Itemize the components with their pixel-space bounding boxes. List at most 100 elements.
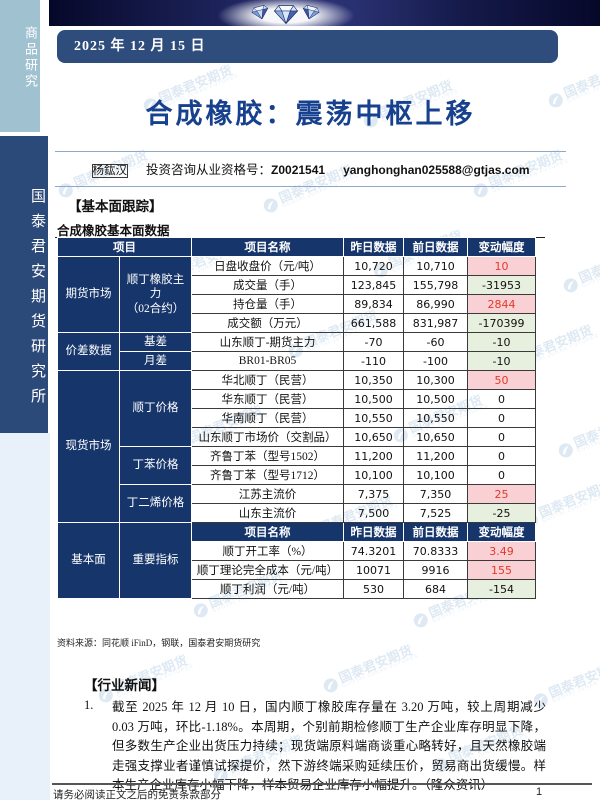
yesterday-value-cell: 123,845 — [343, 275, 404, 295]
report-date: 2025 年 12 月 15 日 — [74, 39, 206, 54]
watermark-text: 国泰君安期货 — [561, 57, 600, 101]
prev-value-cell: 10,300 — [403, 370, 468, 390]
prev-value-cell: 10,650 — [403, 427, 468, 447]
yesterday-value-cell: -70 — [343, 332, 404, 352]
sidebar-pale-strip — [0, 433, 50, 800]
watermark-logo-icon — [193, 602, 208, 617]
change-value-cell: 10 — [467, 256, 536, 276]
watermark-logo-icon — [558, 442, 573, 457]
yesterday-value-cell: 7,500 — [343, 503, 404, 523]
watermark-text: 国泰君安期货 — [546, 657, 600, 701]
watermark-logo-icon — [473, 182, 488, 197]
prev-value-cell: 10,710 — [403, 256, 468, 276]
prev-value-cell: 70.8333 — [403, 541, 468, 561]
sidebar-bottom-label: 国泰君安期货研究所 — [29, 188, 45, 413]
table-header-cell: 昨日数据 — [343, 522, 404, 542]
yesterday-value-cell: 10071 — [343, 560, 404, 580]
news-item-number: 1. — [84, 698, 94, 712]
item-name-cell: 华东顺丁（民营） — [191, 389, 344, 409]
yesterday-value-cell: 74.3201 — [343, 541, 404, 561]
change-value-cell: 50 — [467, 370, 536, 390]
author-email[interactable]: yanghonghan025588@gtjas.com — [343, 163, 530, 177]
fundamentals-table-wrap: 项目 项目名称 昨日数据 前日数据 变动幅度 期货市场 顺丁橡胶主力 （02合约） 日盘收盘价… — [57, 237, 536, 599]
prev-value-cell: 10,100 — [403, 465, 468, 485]
item-name-cell: 成交量（手） — [191, 275, 344, 295]
item-name-cell: 山东顺丁-期货主力 — [191, 332, 344, 352]
watermark-subtext: GUOTAI JUNAN FUTURES — [551, 668, 600, 705]
prev-value-cell: 7,350 — [403, 484, 468, 504]
yesterday-value-cell: 10,650 — [343, 427, 404, 447]
prev-value-cell: -60 — [403, 332, 468, 352]
table-group-cell: 期货市场 — [57, 256, 120, 333]
watermark-subtext: GUOTAI JUNAN FUTURES — [341, 653, 420, 690]
change-value-cell: -154 — [467, 579, 536, 599]
table-header-cell: 项目名称 — [191, 522, 344, 542]
yesterday-value-cell: 7,375 — [343, 484, 404, 504]
yesterday-value-cell: 10,550 — [343, 408, 404, 428]
item-name-cell: 日盘收盘价（元/吨） — [191, 256, 344, 276]
change-value-cell: -170399 — [467, 313, 536, 333]
item-name-cell: 齐鲁丁苯（型号1502） — [191, 446, 344, 466]
watermark-subtext: GUOTAI JUNAN FUTURES — [566, 68, 600, 105]
change-value-cell: 3.49 — [467, 541, 536, 561]
prev-value-cell: 684 — [403, 579, 468, 599]
source-note: 资料来源：同花顺 iFinD，钢联，国泰君安期货研究 — [57, 638, 261, 648]
yesterday-value-cell: 10,720 — [343, 256, 404, 276]
item-name-cell: 顺丁开工率（%） — [191, 541, 344, 561]
change-value-cell: -31953 — [467, 275, 536, 295]
item-name-cell: BR01-BR05 — [191, 351, 344, 371]
table-subgroup-cell: 顺丁橡胶主力 （02合约） — [119, 256, 192, 333]
table-subgroup-cell: 丁二烯价格 — [119, 484, 192, 523]
table-header-cell: 前日数据 — [403, 237, 468, 257]
item-name-cell: 齐鲁丁苯（型号1712） — [191, 465, 344, 485]
prev-value-cell: 7,525 — [403, 503, 468, 523]
prev-value-cell: 10,550 — [403, 408, 468, 428]
table-subgroup-cell: 月差 — [119, 351, 192, 371]
watermark-subtext: GUOTAI JUNAN FUTURES — [581, 253, 600, 290]
item-name-cell: 持仓量（手） — [191, 294, 344, 314]
table-header-cell: 变动幅度 — [467, 237, 536, 257]
cert-number: Z0021541 — [271, 163, 326, 177]
fundamentals-table-body: 项目 项目名称 昨日数据 前日数据 变动幅度 期货市场 顺丁橡胶主力 （02合约） 日盘收盘价… — [57, 237, 536, 599]
item-name-cell: 顺丁利润（元/吨） — [191, 579, 344, 599]
change-value-cell: 0 — [467, 446, 536, 466]
change-value-cell: -10 — [467, 332, 536, 352]
prev-value-cell: 831,987 — [403, 313, 468, 333]
change-value-cell: -10 — [467, 351, 536, 371]
table-group-cell: 基本面 — [57, 522, 120, 599]
diamond-logo-icon — [251, 5, 320, 25]
change-value-cell: 0 — [467, 427, 536, 447]
yesterday-value-cell: 89,834 — [343, 294, 404, 314]
watermark-logo-icon — [563, 277, 578, 292]
watermark-logo-icon — [413, 612, 428, 627]
watermark-text: 国泰君安期货 — [571, 407, 600, 451]
prev-value-cell: 10,500 — [403, 389, 468, 409]
cert-label: 投资咨询从业资格号： — [146, 163, 272, 177]
sidebar-institute: 国泰君安期货研究所 — [0, 136, 48, 433]
change-value-cell: -25 — [467, 503, 536, 523]
yesterday-value-cell: 11,200 — [343, 446, 404, 466]
watermark-text: 国泰君安期货 — [576, 242, 600, 286]
prev-value-cell: 9916 — [403, 560, 468, 580]
footer-disclaimer: 请务必阅读正文之后的免责条款部分 — [53, 790, 221, 801]
item-name-cell: 成交额（万元） — [191, 313, 344, 333]
item-name-cell: 江苏主流价 — [191, 484, 344, 504]
table-title: 合成橡胶基本面数据 — [57, 224, 170, 238]
author-name: 杨鈜汉 — [91, 164, 128, 178]
table-header-cell: 项目名称 — [191, 237, 344, 257]
item-name-cell: 华南顺丁（民营） — [191, 408, 344, 428]
sidebar-commodity-research: 商品研究 — [0, 0, 40, 132]
yesterday-value-cell: 661,588 — [343, 313, 404, 333]
change-value-cell: 2844 — [467, 294, 536, 314]
header-banner — [49, 0, 600, 26]
table-header-cell: 昨日数据 — [343, 237, 404, 257]
watermark-text: 国泰君安期货 — [536, 477, 600, 521]
change-value-cell: 0 — [467, 389, 536, 409]
table-subgroup-cell: 丁苯价格 — [119, 446, 192, 485]
section-label-news: 【行业新闻】 — [84, 678, 165, 693]
watermark-subtext: GUOTAI JUNAN FUTURES — [541, 488, 600, 525]
item-name-cell: 华北顺丁（民营） — [191, 370, 344, 390]
yesterday-value-cell: 530 — [343, 579, 404, 599]
